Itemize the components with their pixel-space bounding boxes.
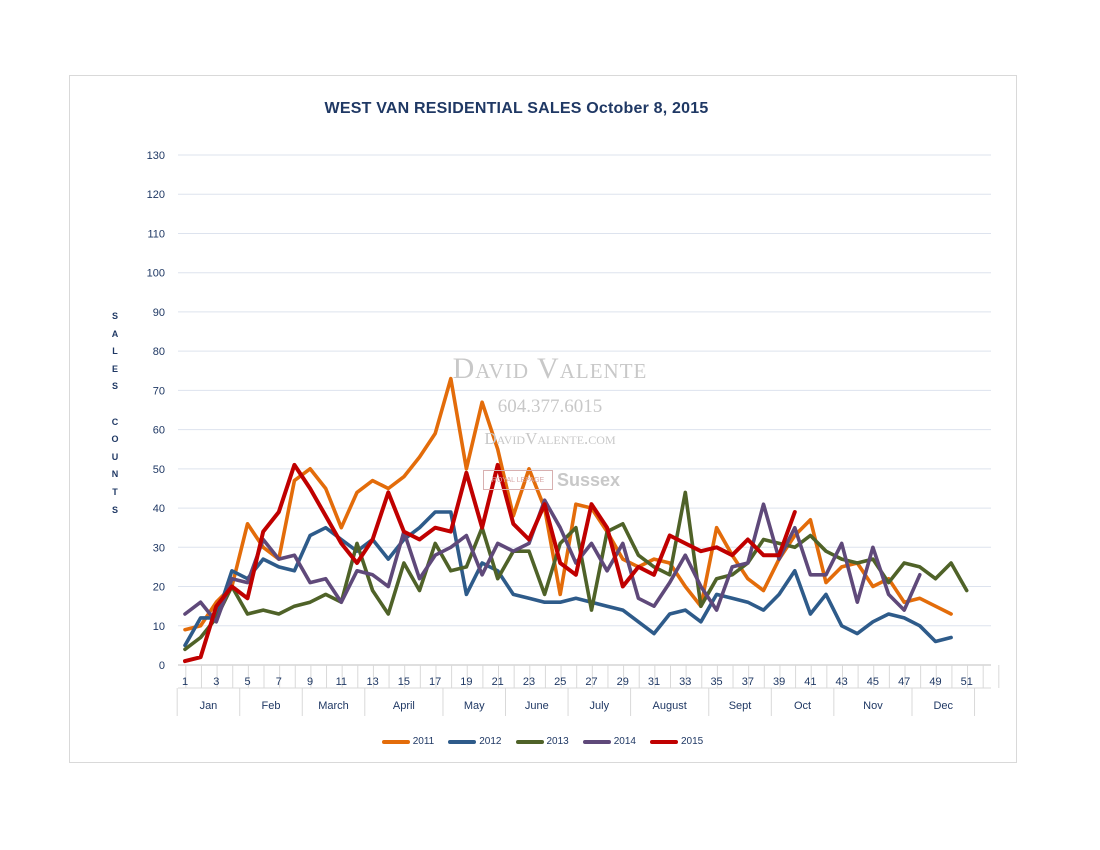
x-tick-label: 45	[867, 676, 879, 688]
month-label: July	[590, 700, 610, 712]
x-tick-label: 9	[307, 676, 313, 688]
month-label: Sept	[729, 700, 752, 712]
y-tick-label: 20	[153, 582, 165, 594]
legend-label: 2015	[681, 736, 704, 747]
y-tick-label: 70	[153, 385, 165, 397]
x-tick-label: 41	[804, 676, 816, 688]
y-tick-label: 90	[153, 307, 165, 319]
y-label-letter: E	[111, 363, 118, 374]
y-tick-label: 130	[147, 150, 165, 162]
x-tick-label: 35	[710, 676, 722, 688]
legend-label: 2013	[546, 736, 569, 747]
x-tick-label: 37	[742, 676, 754, 688]
y-tick-label: 80	[153, 346, 165, 358]
month-label: Oct	[794, 700, 811, 712]
x-tick-label: 23	[523, 676, 535, 688]
y-label-letter: S	[111, 311, 118, 321]
series-line-2014	[183, 498, 922, 624]
y-tick-label: 110	[147, 228, 165, 240]
month-label: April	[393, 700, 415, 712]
y-tick-label: 50	[153, 464, 165, 476]
y-tick-label: 30	[153, 542, 165, 554]
x-tick-label: 33	[679, 676, 691, 688]
y-label-letter: N	[111, 469, 119, 480]
x-tick-label: 51	[961, 676, 973, 688]
month-label: June	[525, 700, 549, 712]
x-tick-label: 31	[648, 676, 660, 688]
legend-swatch	[448, 739, 477, 744]
legend-swatch	[582, 739, 611, 744]
y-label-letter: C	[111, 416, 119, 427]
x-tick-label: 7	[276, 676, 282, 688]
legend-item-2012: 2012	[448, 736, 502, 747]
y-tick-label: 120	[147, 189, 165, 201]
series-line-2015	[183, 462, 797, 664]
x-tick-label: 25	[554, 676, 566, 688]
legend-label: 2014	[613, 736, 636, 747]
x-tick-label: 17	[429, 676, 441, 688]
legend-swatch	[515, 739, 544, 744]
x-tick-label: 21	[492, 676, 504, 688]
watermark-brand-text: Sussex	[557, 469, 621, 490]
series-line-2012	[183, 510, 953, 648]
legend-item-2015: 2015	[650, 736, 703, 747]
month-label: May	[464, 700, 485, 712]
x-tick-label: 5	[244, 676, 250, 688]
x-tick-label: 13	[366, 676, 378, 688]
month-label: August	[653, 700, 687, 712]
watermark-logo: ROYAL LEPAGE	[483, 470, 553, 490]
legend-item-2013: 2013	[515, 736, 569, 747]
x-tick-label: 15	[398, 676, 410, 688]
watermark-name: David Valente	[452, 352, 648, 385]
x-tick-label: 27	[585, 676, 597, 688]
legend: 2011 2012 2013 2014 2015	[0, 736, 1085, 747]
watermark-phone: 604.377.6015	[497, 396, 603, 417]
y-tick-label: 0	[159, 660, 165, 672]
y-tick-label: 100	[147, 268, 165, 280]
y-label-letter: A	[111, 328, 119, 339]
watermark-brand: ROYAL LEPAGE Sussex	[483, 470, 620, 490]
x-tick-label: 11	[336, 676, 347, 688]
month-label: March	[318, 700, 349, 712]
x-tick-label: 19	[460, 676, 472, 688]
x-tick-label: 3	[213, 676, 219, 688]
y-tick-label: 60	[153, 425, 165, 437]
y-label-letter: U	[111, 451, 119, 462]
legend-swatch	[650, 739, 678, 744]
legend-item-2011: 2011	[381, 736, 435, 747]
x-tick-label: 39	[773, 676, 785, 688]
y-label-letter: T	[112, 486, 118, 497]
legend-label: 2011	[412, 736, 435, 747]
x-tick-label: 47	[898, 676, 910, 688]
y-label-letter: S	[111, 381, 118, 392]
y-tick-label: 10	[153, 621, 165, 633]
y-label-letter: O	[111, 434, 119, 445]
y-label-letter: S	[111, 504, 118, 515]
chart-title: WEST VAN RESIDENTIAL SALES October 8, 20…	[324, 100, 709, 117]
legend-label: 2012	[479, 736, 502, 747]
month-label: Feb	[262, 700, 281, 712]
y-label-letter: L	[112, 346, 118, 357]
x-tick-label: 1	[182, 676, 188, 688]
month-label: Nov	[863, 700, 883, 712]
x-tick-label: 43	[836, 676, 848, 688]
chart-frame	[69, 75, 1017, 763]
x-tick-label: 49	[929, 676, 941, 688]
legend-swatch	[381, 739, 410, 744]
legend-item-2014: 2014	[582, 736, 636, 747]
watermark-website: DavidValente.com	[484, 429, 616, 448]
x-tick-label: 29	[617, 676, 629, 688]
y-tick-label: 40	[153, 503, 165, 515]
month-label: Dec	[933, 700, 953, 712]
month-label: Jan	[200, 700, 218, 712]
